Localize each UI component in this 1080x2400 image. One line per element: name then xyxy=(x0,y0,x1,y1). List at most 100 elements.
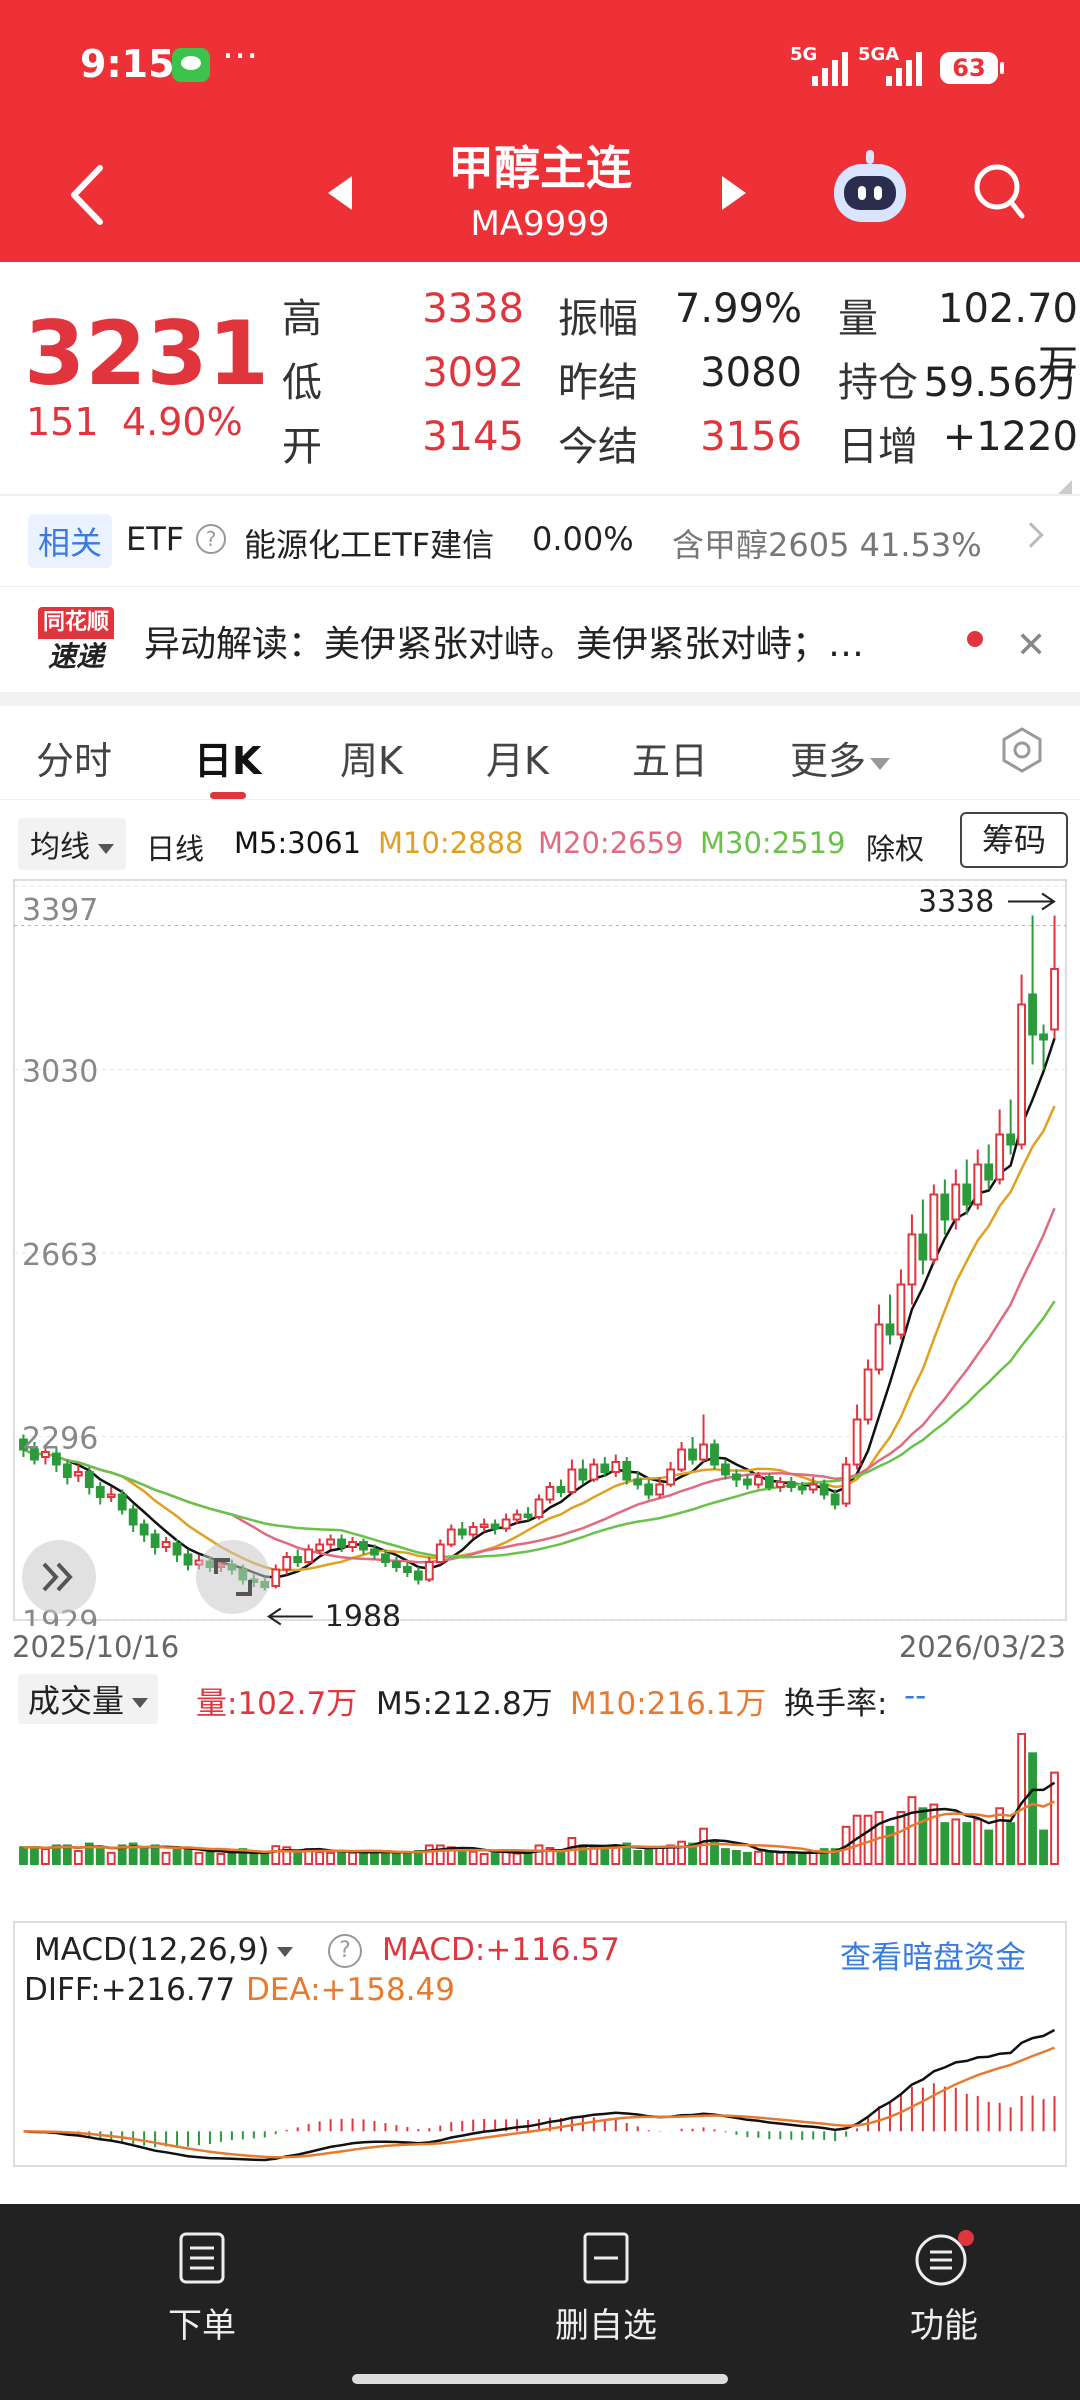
tab-monthly-k[interactable]: 月K xyxy=(486,739,549,783)
volume-select-label: 成交量 xyxy=(28,1682,125,1720)
ma-select[interactable]: 均线 xyxy=(18,818,126,870)
ma5-value: M5:3061 xyxy=(234,826,362,860)
candle-body xyxy=(852,1418,862,1466)
minus-square-icon xyxy=(583,2232,629,2284)
volume-label: 量 xyxy=(838,296,878,342)
volume-bar xyxy=(995,1807,1005,1865)
settings-icon[interactable] xyxy=(998,726,1046,774)
tab-daily-k[interactable]: 日K xyxy=(194,739,262,783)
candle-body xyxy=(315,1543,325,1552)
signal-label-5ga: 5GA xyxy=(858,44,900,65)
candle-body xyxy=(896,1283,906,1336)
volume-bar xyxy=(172,1846,182,1865)
nav-remove-watchlist[interactable]: 删自选 xyxy=(526,2230,686,2347)
etf-name: 能源化工ETF建信 xyxy=(244,526,495,564)
macd-select[interactable]: MACD(12,26,9) xyxy=(34,1932,294,1968)
volume-current: 量:102.7万 xyxy=(196,1686,358,1722)
low-label: 低 xyxy=(282,360,322,406)
volume-bar xyxy=(392,1851,401,1866)
nav-order[interactable]: 下单 xyxy=(122,2230,282,2347)
daily-increase-label: 日增 xyxy=(838,424,918,470)
volume-chart[interactable] xyxy=(0,1724,1080,1914)
candle-body xyxy=(907,1233,917,1286)
ma20-value: M20:2659 xyxy=(538,826,684,860)
expand-left-button[interactable] xyxy=(22,1540,96,1614)
chip-distribution-button[interactable]: 筹码 xyxy=(960,812,1068,868)
tab-weekly-k[interactable]: 周K xyxy=(340,739,403,783)
volume-bar xyxy=(523,1852,533,1866)
help-icon[interactable]: ? xyxy=(328,1934,362,1968)
volume-bar xyxy=(106,1851,116,1866)
volume-bar xyxy=(117,1844,127,1866)
volume-bar xyxy=(786,1851,796,1866)
volume-bar xyxy=(732,1850,741,1865)
news-text[interactable]: 异动解读：美伊紧张对峙。美伊紧张对峙；… xyxy=(144,624,865,665)
candle-body xyxy=(699,1443,708,1461)
max-price-label: 3338 xyxy=(918,885,994,920)
volume-bar xyxy=(227,1851,237,1866)
tab-more-label: 更多 xyxy=(790,739,867,783)
last-price: 3231 xyxy=(24,302,269,405)
adjust-label[interactable]: 除权 xyxy=(866,832,925,866)
fullscreen-button[interactable] xyxy=(196,1540,270,1614)
candle-body xyxy=(742,1478,752,1486)
robot-assistant-icon[interactable] xyxy=(834,150,906,222)
more-notifications-icon: ··· xyxy=(222,34,259,78)
candle-body xyxy=(84,1471,94,1488)
min-price-label: 1988 xyxy=(325,1600,401,1627)
search-icon[interactable] xyxy=(972,162,1026,222)
kline-chart[interactable]: 3397 3030 2663 2296 1929 3338 1988 xyxy=(0,876,1080,1626)
y-tick-label: 1929 xyxy=(22,1605,98,1626)
volume-bar xyxy=(951,1818,961,1866)
candle-body xyxy=(117,1493,127,1511)
chart-start-date: 2025/10/16 xyxy=(12,1630,180,1664)
news-logo-top: 同花顺 xyxy=(38,607,114,639)
news-banner[interactable]: 同花顺 速递 异动解读：美伊紧张对峙。美伊紧张对峙；… ✕ xyxy=(0,586,1080,686)
volume-select[interactable]: 成交量 xyxy=(18,1674,159,1724)
macd-diff: DIFF:+216.77 xyxy=(24,1972,236,2008)
tab-five-day[interactable]: 五日 xyxy=(632,739,709,783)
home-indicator xyxy=(352,2374,728,2384)
candle-body xyxy=(1028,993,1037,1036)
contract-code: MA9999 xyxy=(470,204,610,244)
open-interest-label: 持仓 xyxy=(838,360,918,406)
volume-bar xyxy=(611,1846,621,1865)
macd-chart[interactable] xyxy=(0,1920,1080,2170)
y-tick-label: 3030 xyxy=(22,1055,98,1090)
wechat-icon xyxy=(172,48,210,82)
help-icon[interactable]: ? xyxy=(196,524,226,554)
volume-bar xyxy=(940,1822,950,1866)
chevron-down-icon xyxy=(870,757,891,770)
volume-bar xyxy=(896,1811,906,1865)
ma-select-label: 均线 xyxy=(30,830,90,865)
tab-more[interactable]: 更多 xyxy=(790,730,891,785)
volume-bar xyxy=(194,1851,204,1866)
tab-intraday[interactable]: 分时 xyxy=(36,739,113,783)
volume-header: 成交量 量:102.7万 M5:212.8万 M10:216.1万 换手率: -… xyxy=(0,1672,1080,1728)
volume-bar xyxy=(600,1848,610,1866)
quote-panel: 3231 151 4.90% 高 3338 低 3092 开 3145 振幅 7… xyxy=(0,262,1080,498)
volume-bar xyxy=(644,1848,654,1866)
back-button[interactable] xyxy=(62,160,112,230)
volume-bar xyxy=(677,1840,686,1866)
volume-bar xyxy=(457,1850,467,1865)
previous-contract-button[interactable] xyxy=(328,176,352,210)
dark-pool-link[interactable]: 查看暗盘资金 xyxy=(840,1940,1026,1976)
volume-bar xyxy=(1050,1771,1059,1865)
volume-bar xyxy=(556,1850,566,1865)
volume-bar xyxy=(183,1847,193,1866)
candle-body xyxy=(830,1493,840,1506)
high-value: 3338 xyxy=(422,286,524,332)
next-contract-button[interactable] xyxy=(722,176,746,210)
low-value: 3092 xyxy=(422,350,524,396)
nav-functions[interactable]: 功能 xyxy=(864,2230,1024,2347)
volume-bar xyxy=(984,1829,994,1865)
turnover-value: -- xyxy=(904,1678,927,1714)
volume-bar xyxy=(710,1840,719,1866)
related-etf-row[interactable]: 相关 ETF ? 能源化工ETF建信 0.00% 含甲醇2605 41.53% xyxy=(0,506,1080,576)
volume-value: 102.70万 xyxy=(938,286,1078,388)
double-chevron-right-icon xyxy=(42,1562,73,1592)
close-icon[interactable]: ✕ xyxy=(1016,625,1047,666)
volume-bar xyxy=(51,1844,61,1866)
min-arrow-head xyxy=(266,1607,282,1626)
